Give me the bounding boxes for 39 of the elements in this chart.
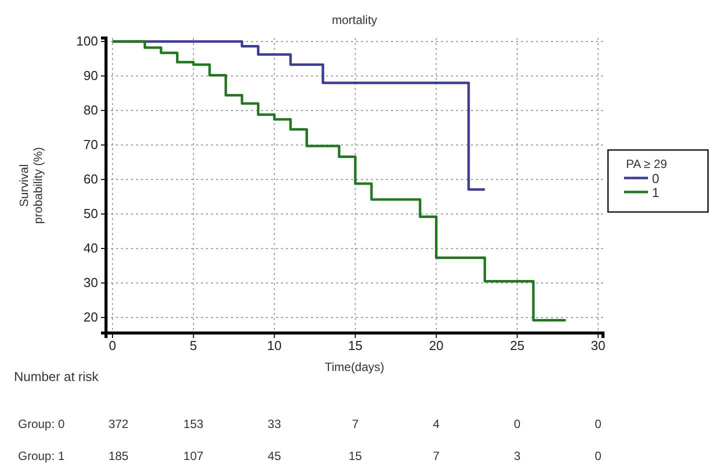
text: 107 <box>183 449 204 463</box>
y-tick-label: 30 <box>84 275 98 290</box>
text: 153 <box>183 417 204 431</box>
chart-title: mortality <box>332 13 378 27</box>
y-tick-label: 70 <box>84 137 98 152</box>
y-tick-label: 80 <box>84 102 98 118</box>
text: 4 <box>432 417 440 431</box>
y-tick-label: 60 <box>84 172 98 187</box>
text: 0 <box>594 417 602 431</box>
text: Number at risk <box>14 369 100 384</box>
legend-title: PA ≥ 29 <box>626 157 668 171</box>
text: 3 <box>514 449 521 463</box>
x-tick-label: 30 <box>590 338 606 354</box>
y-tick-label: 20 <box>84 310 98 325</box>
x-tick-label: 5 <box>190 338 198 354</box>
x-tick-label: 25 <box>510 338 524 354</box>
x-tick-label: 15 <box>348 338 363 354</box>
text: 7 <box>432 449 440 463</box>
legend-label: 1 <box>652 185 660 200</box>
y-tick-label: 90 <box>84 68 98 84</box>
legend-label: 0 <box>652 171 660 186</box>
text: 0 <box>594 449 602 463</box>
text: 45 <box>268 449 282 463</box>
text: 7 <box>352 417 359 431</box>
x-axis-title: Time(days) <box>324 360 384 374</box>
text: Group: 0 <box>18 417 66 431</box>
text: 185 <box>108 449 129 463</box>
text: Group: 1 <box>18 449 66 463</box>
y-tick-label: 100 <box>76 34 98 49</box>
x-tick-label: 0 <box>108 338 116 354</box>
y-axis-title: Survival probability (%) <box>17 147 45 224</box>
y-tick-label: 50 <box>84 206 98 222</box>
text: 33 <box>268 417 282 431</box>
text: 0 <box>514 417 521 431</box>
x-tick-label: 10 <box>267 338 282 354</box>
text: 15 <box>348 449 362 463</box>
y-tick-label: 40 <box>84 240 98 256</box>
x-tick-label: 20 <box>429 338 444 354</box>
text: 372 <box>108 417 129 431</box>
